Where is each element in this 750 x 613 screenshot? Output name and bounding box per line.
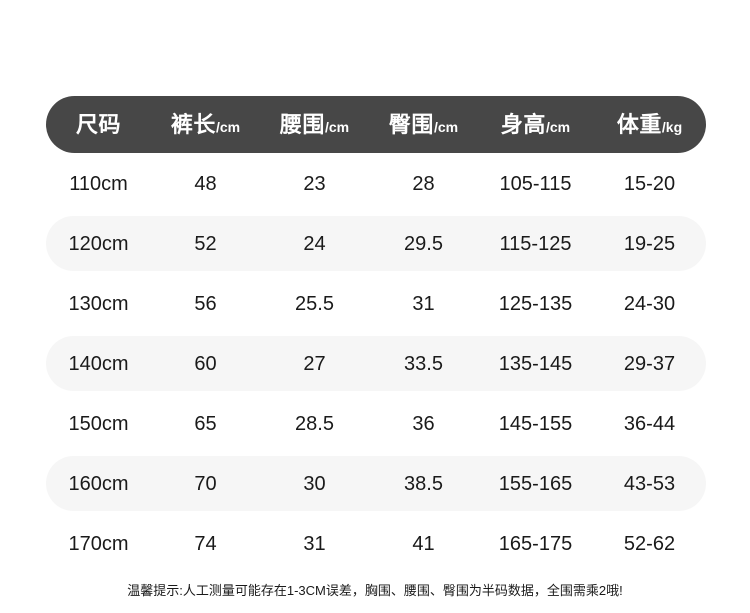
cell-pants-length: 56 (194, 292, 217, 315)
table-row: 160cm 70 30 38.5 155-165 43-53 (46, 456, 706, 511)
column-header-height: 身高/cm (478, 111, 593, 137)
cell-weight: 36-44 (623, 412, 676, 435)
cell-hip: 33.5 (404, 352, 443, 375)
cell-size: 140cm (68, 352, 129, 375)
cell-weight: 43-53 (623, 472, 676, 495)
table-body: 110cm 48 23 28 105-115 15-20 120cm 52 24… (46, 156, 706, 576)
table-row: 150cm 65 28.5 36 145-155 36-44 (46, 396, 706, 451)
column-header-weight-label: 体重 (616, 111, 662, 137)
cell-weight: 15-20 (623, 172, 676, 195)
cell-waist: 23 (303, 172, 326, 195)
table-row: 170cm 74 31 41 165-175 52-62 (46, 516, 706, 571)
column-header-pants-length-unit: /cm (215, 118, 241, 135)
cell-waist: 27 (303, 352, 326, 375)
column-header-pants-length: 裤长/cm (151, 111, 260, 137)
table-row: 120cm 52 24 29.5 115-125 19-25 (46, 216, 706, 271)
cell-hip: 31 (412, 292, 435, 315)
cell-weight: 24-30 (623, 292, 676, 315)
cell-size: 170cm (68, 532, 129, 555)
cell-height: 125-135 (498, 292, 573, 315)
column-header-pants-length-label: 裤长 (170, 111, 216, 137)
cell-pants-length: 48 (194, 172, 217, 195)
cell-height: 165-175 (498, 532, 573, 555)
column-header-size-label: 尺码 (75, 111, 121, 137)
column-header-hip: 臀围/cm (369, 111, 478, 137)
cell-waist: 31 (303, 532, 326, 555)
cell-height: 155-165 (498, 472, 573, 495)
column-header-height-label: 身高 (500, 111, 546, 137)
cell-hip: 28 (412, 172, 435, 195)
cell-hip: 41 (412, 532, 435, 555)
cell-size: 160cm (68, 472, 129, 495)
cell-waist: 30 (303, 472, 326, 495)
cell-height: 135-145 (498, 352, 573, 375)
cell-weight: 29-37 (623, 352, 676, 375)
cell-height: 105-115 (499, 172, 572, 195)
cell-hip: 29.5 (404, 232, 443, 255)
table-row: 140cm 60 27 33.5 135-145 29-37 (46, 336, 706, 391)
column-header-size: 尺码 (46, 111, 151, 137)
column-header-waist-unit: /cm (324, 118, 350, 135)
cell-pants-length: 74 (194, 532, 217, 555)
cell-pants-length: 65 (194, 412, 217, 435)
cell-pants-length: 60 (194, 352, 217, 375)
cell-size: 130cm (68, 292, 129, 315)
column-header-weight: 体重/kg (593, 111, 706, 137)
column-header-height-unit: /cm (545, 118, 571, 135)
measurement-note: 温馨提示:人工测量可能存在1-3CM误差，胸围、腰围、臀围为半码数据，全围需乘2… (127, 583, 623, 598)
cell-weight: 19-25 (623, 232, 676, 255)
table-row: 130cm 56 25.5 31 125-135 24-30 (46, 276, 706, 331)
cell-height: 115-125 (499, 232, 572, 255)
cell-hip: 36 (412, 412, 435, 435)
cell-pants-length: 52 (194, 232, 217, 255)
cell-size: 150cm (68, 412, 129, 435)
cell-height: 145-155 (498, 412, 573, 435)
cell-size: 110cm (69, 172, 128, 195)
cell-pants-length: 70 (194, 472, 217, 495)
cell-hip: 38.5 (404, 472, 443, 495)
column-header-waist-label: 腰围 (279, 111, 325, 137)
table-header-row: 尺码 裤长/cm 腰围/cm 臀围/cm 身高/cm 体重/kg (46, 96, 706, 153)
column-header-weight-unit: /kg (661, 118, 683, 135)
cell-waist: 24 (303, 232, 326, 255)
cell-weight: 52-62 (623, 532, 676, 555)
cell-size: 120cm (68, 232, 129, 255)
table-row: 110cm 48 23 28 105-115 15-20 (46, 156, 706, 211)
column-header-hip-label: 臀围 (388, 111, 434, 137)
column-header-hip-unit: /cm (433, 118, 459, 135)
cell-waist: 28.5 (295, 412, 334, 435)
cell-waist: 25.5 (295, 292, 334, 315)
column-header-waist: 腰围/cm (260, 111, 369, 137)
